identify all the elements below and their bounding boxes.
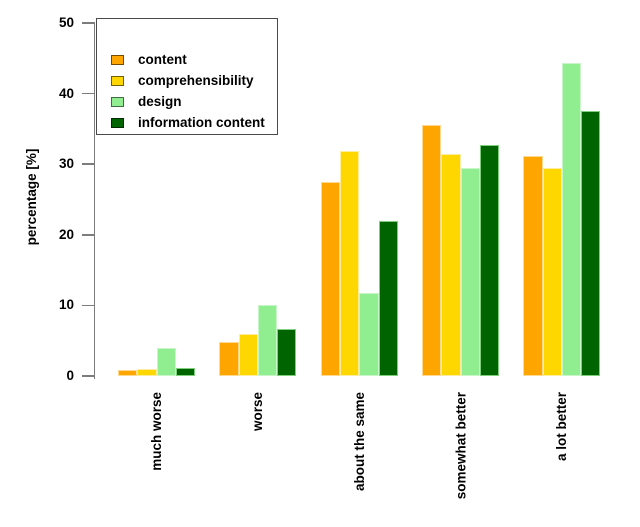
legend-swatch-information-content <box>111 118 124 128</box>
y-axis-line <box>93 23 95 379</box>
legend-swatch-content <box>111 55 124 65</box>
y-tick-label-50: 50 <box>58 15 74 30</box>
legend-row-content: content <box>111 53 187 67</box>
y-tick-label-10: 10 <box>58 297 74 313</box>
x-label-about-the-same: about the same <box>351 392 367 492</box>
y-tick-40 <box>82 92 95 95</box>
x-label-somewhat-better: somewhat better <box>453 392 469 500</box>
bar-comprehensibility-somewhat-better <box>441 153 461 376</box>
bar-design-worse <box>257 304 278 376</box>
bar-information-content-much-worse <box>175 368 196 376</box>
bar-content-about-the-same <box>320 181 340 376</box>
y-tick-label-0: 0 <box>66 368 74 383</box>
legend-swatch-design <box>111 97 124 107</box>
bar-information-content-somewhat-better <box>479 145 500 376</box>
y-tick-0 <box>82 375 95 377</box>
bar-content-much-worse <box>118 370 138 376</box>
y-tick-label-30: 30 <box>58 156 74 172</box>
legend-label-content: content <box>138 52 187 67</box>
y-tick-10 <box>82 304 95 307</box>
legend: content comprehensibility design informatio… <box>96 18 278 135</box>
bar-design-about-the-same <box>359 292 379 376</box>
bar-design-somewhat-better <box>460 168 480 376</box>
legend-label-information-content: information content <box>138 115 265 130</box>
bar-comprehensibility-a-lot-better <box>542 167 562 376</box>
y-tick-20 <box>82 234 95 236</box>
y-axis-title: percentage [%] <box>24 148 39 246</box>
bar-design-a-lot-better <box>561 63 582 376</box>
legend-swatch-comprehensibility <box>111 76 124 86</box>
bar-information-content-worse <box>277 329 297 376</box>
legend-row-information-content: information content <box>111 116 265 130</box>
legend-row-comprehensibility: comprehensibility <box>111 74 254 88</box>
bar-comprehensibility-about-the-same <box>340 150 360 376</box>
bar-content-somewhat-better <box>422 124 442 376</box>
y-tick-30 <box>82 163 95 165</box>
x-label-a-lot-better: a lot better <box>554 392 570 462</box>
bar-information-content-a-lot-better <box>581 110 601 376</box>
legend-label-design: design <box>138 94 182 109</box>
y-tick-label-20: 20 <box>58 226 74 242</box>
y-tick-label-40: 40 <box>58 85 74 101</box>
bar-content-worse <box>219 342 239 376</box>
x-label-much-worse: much worse <box>149 392 165 471</box>
bar-design-much-worse <box>156 347 176 376</box>
bar-comprehensibility-worse <box>238 333 258 376</box>
bar-content-a-lot-better <box>523 156 543 376</box>
legend-label-comprehensibility: comprehensibility <box>138 73 254 88</box>
y-tick-50 <box>82 22 95 24</box>
x-label-worse: worse <box>250 392 266 432</box>
bar-information-content-about-the-same <box>378 220 398 376</box>
bar-comprehensibility-much-worse <box>137 368 157 376</box>
legend-row-design: design <box>111 95 182 109</box>
